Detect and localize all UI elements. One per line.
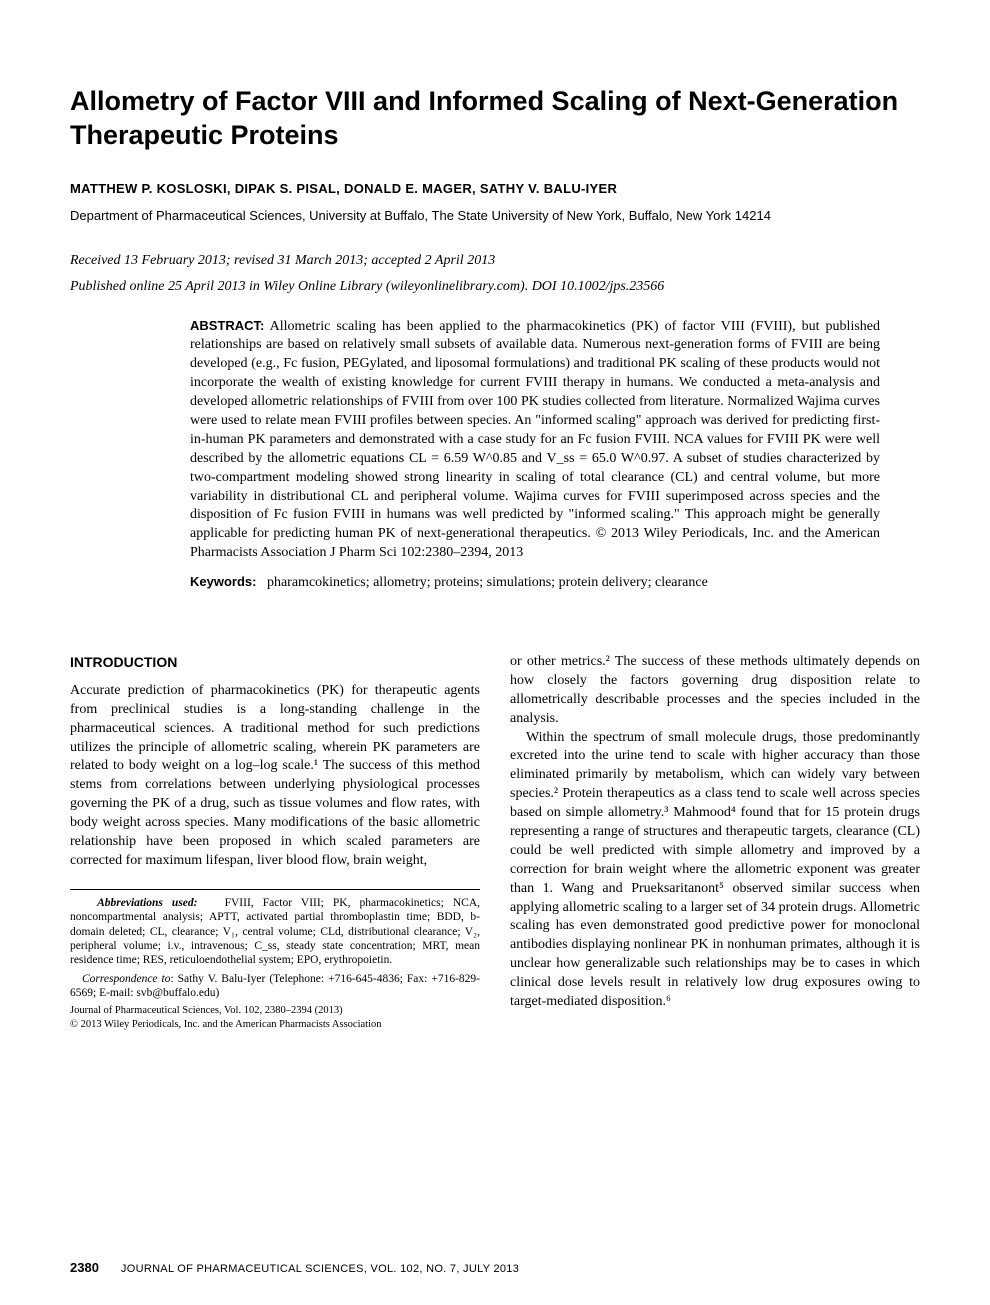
abbreviations-footnote: Abbreviations used: FVIII, Factor VIII; … [70,896,480,968]
intro-paragraph-2: or other metrics.² The success of these … [510,653,920,729]
running-head: JOURNAL OF PHARMACEUTICAL SCIENCES, VOL.… [121,1263,519,1275]
author-list: MATTHEW P. KOSLOSKI, DIPAK S. PISAL, DON… [70,181,920,196]
footnotes-block: Abbreviations used: FVIII, Factor VIII; … [70,889,480,1031]
intro-paragraph-3: Within the spectrum of small molecule dr… [510,729,920,1012]
abbreviations-label: Abbreviations used: [97,897,197,909]
article-title: Allometry of Factor VIII and Informed Sc… [70,85,920,153]
correspondence-label: Correspondence to [82,973,171,985]
abstract-block: ABSTRACT: Allometric scaling has been ap… [190,317,880,564]
received-dates: Received 13 February 2013; revised 31 Ma… [70,253,920,269]
affiliation: Department of Pharmaceutical Sciences, U… [70,208,920,223]
keywords-text: pharamcokinetics; allometry; proteins; s… [267,575,708,590]
keywords-label: Keywords: [190,574,256,589]
journal-citation: Journal of Pharmaceutical Sciences, Vol.… [70,1004,480,1017]
column-right: or other metrics.² The success of these … [510,653,920,1031]
page-footer: 2380 JOURNAL OF PHARMACEUTICAL SCIENCES,… [70,1260,920,1275]
column-left: INTRODUCTION Accurate prediction of phar… [70,653,480,1031]
introduction-heading: INTRODUCTION [70,653,480,672]
keywords-block: Keywords: pharamcokinetics; allometry; p… [190,573,880,593]
copyright-line: © 2013 Wiley Periodicals, Inc. and the A… [70,1018,480,1031]
correspondence-footnote: Correspondence to: Sathy V. Balu-Iyer (T… [70,972,480,1001]
published-online: Published online 25 April 2013 in Wiley … [70,279,920,295]
intro-paragraph-1: Accurate prediction of pharmacokinetics … [70,682,480,871]
page-number: 2380 [70,1260,99,1275]
abstract-label: ABSTRACT: [190,318,264,333]
body-columns: INTRODUCTION Accurate prediction of phar… [70,653,920,1031]
abstract-text: Allometric scaling has been applied to t… [190,319,880,561]
